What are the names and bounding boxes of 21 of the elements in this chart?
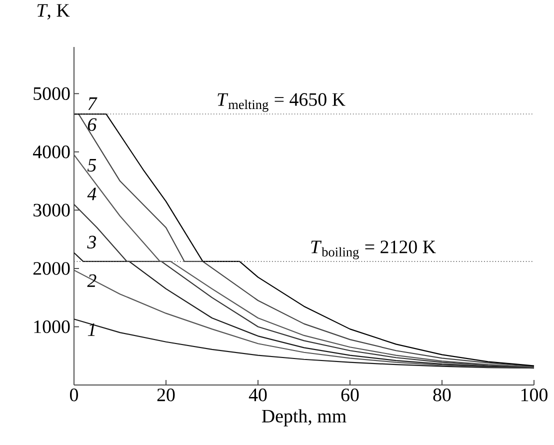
y-axis-title: T, K (37, 4, 70, 20)
series-label: 4 (87, 188, 96, 200)
x-tick-label: 20 (157, 388, 175, 402)
y-tick-label: 2000 (33, 262, 70, 275)
y-tick-label: 4000 (32, 146, 70, 158)
x-tick-label: 100 (521, 388, 548, 402)
series-label: 6 (88, 118, 97, 131)
ref-line-label: T$_{melting}$ = 4650 K (218, 93, 346, 112)
series-label: 5 (87, 159, 96, 172)
series-label: 1 (88, 323, 95, 336)
x-axis-title: Depth, mm (262, 409, 346, 426)
series-label: 3 (87, 236, 96, 249)
y-tick-label: 1000 (34, 320, 70, 334)
x-tick-label: 40 (248, 388, 267, 402)
x-tick-label: 80 (433, 388, 451, 402)
x-tick-label: 60 (341, 388, 359, 402)
ref-line-label: T$_{boiling}$ = 2120 K (311, 240, 436, 260)
y-tick-label: 5000 (34, 87, 70, 100)
x-tick-label: 0 (70, 388, 78, 402)
y-tick-label: 3000 (34, 204, 70, 217)
series-label: 7 (88, 97, 98, 110)
